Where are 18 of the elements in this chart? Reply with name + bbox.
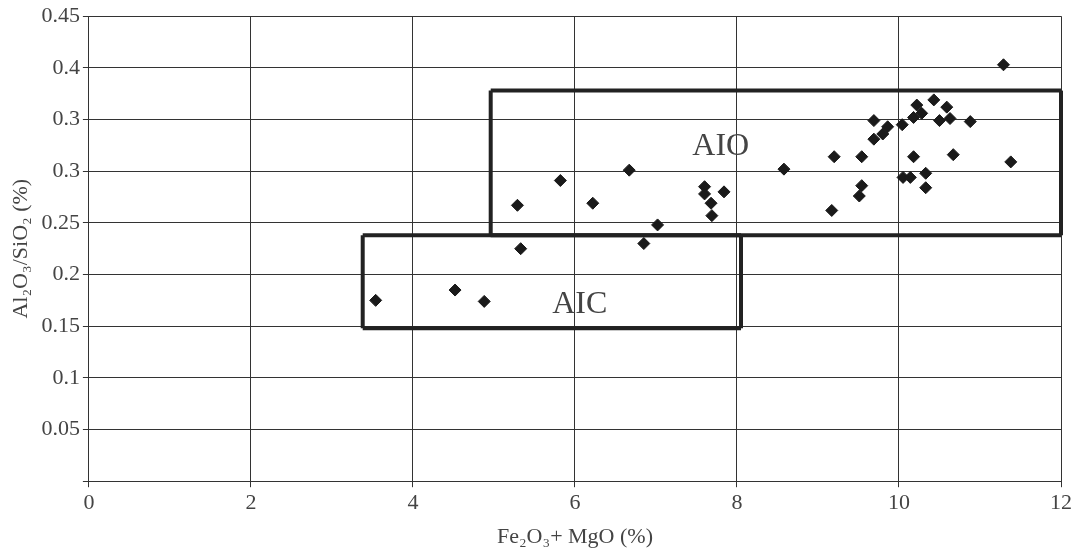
y-tick-label: 0.05 — [41, 415, 80, 441]
x-tick-label: 0 — [83, 489, 95, 515]
x-tick-label: 4 — [407, 489, 419, 515]
x-tick-label: 2 — [245, 489, 257, 515]
y-tick-label: 0.4 — [52, 53, 80, 79]
y-tick-label: 0.15 — [41, 311, 80, 337]
y-tick-label: 0.2 — [52, 260, 80, 286]
x-tick-label: 12 — [1050, 489, 1072, 515]
x-axis-title: Fe₂O₃+ MgO (%) — [496, 522, 653, 548]
y-axis-title: Al₂O₃/SiO₂ (%) — [6, 178, 32, 319]
x-tick-label: 10 — [887, 489, 910, 515]
x-tick-label: 8 — [731, 489, 743, 515]
y-tick-label: 0.45 — [41, 1, 80, 27]
y-tick-label: 0.3 — [52, 105, 80, 131]
y-tick-label: 0.25 — [41, 208, 80, 234]
y-tick-label: 0.1 — [52, 363, 80, 389]
x-tick-label: 6 — [569, 489, 581, 515]
y-tick-label: 0.3 — [52, 156, 80, 182]
